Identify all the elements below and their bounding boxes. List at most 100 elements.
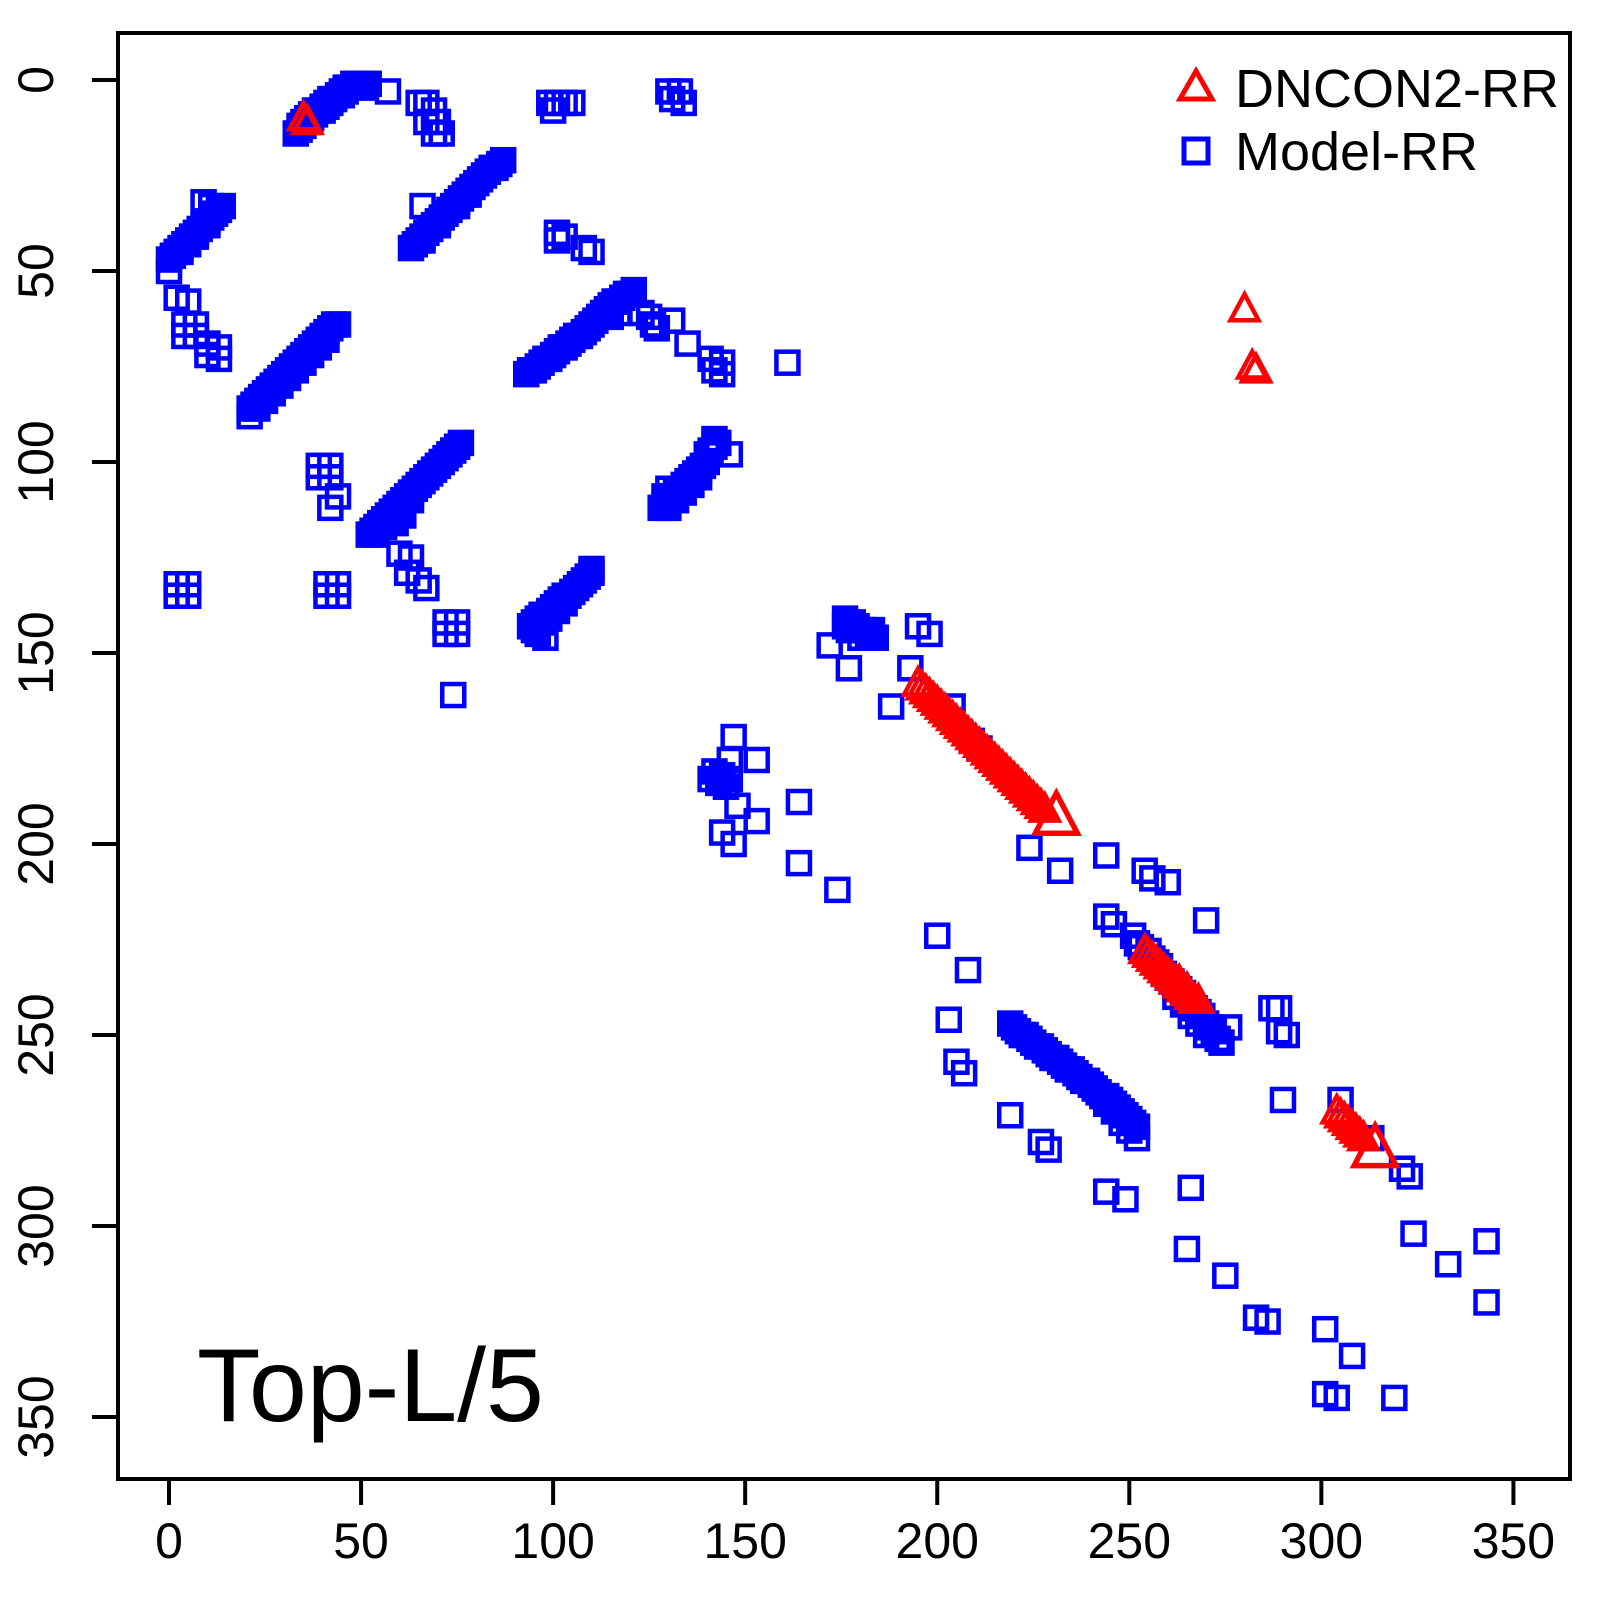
model-rr-point-square [355,70,382,98]
y-tick-label: 250 [8,993,64,1076]
x-tick-label: 300 [1280,1513,1363,1569]
y-tick-label: 0 [8,66,64,94]
model-rr-point-square [486,150,513,178]
model-rr-point-square [670,89,697,117]
legend-triangle-icon [1175,65,1217,102]
y-tick-label: 200 [8,802,64,885]
model-rr-point-square [1473,1228,1500,1255]
model-rr-point-square [643,315,671,342]
model-rr-point-square [1265,1017,1293,1045]
model-rr-point-square [862,624,890,651]
dncon2-rr-point-triangle [289,102,326,136]
model-rr-point-square [1212,1262,1239,1289]
dncon2-rr-point-triangle [1226,289,1263,323]
model-rr-point-square [1254,1308,1281,1335]
model-rr-point-square [597,303,624,331]
model-rr-point-square [950,1059,978,1087]
model-rr-point-square [1093,842,1120,869]
model-rr-point-square [1215,1014,1243,1041]
model-rr-point-square [405,567,432,594]
model-rr-point-square [877,693,905,720]
model-rr-point-square [724,792,751,820]
model-rr-point-square [1046,857,1074,885]
model-rr-point-square [1119,1109,1147,1137]
model-rr-point-square [413,574,440,602]
model-rr-point-square [155,257,183,285]
y-tick-label: 350 [8,1375,64,1458]
model-rr-point-square [708,360,736,388]
model-rr-point-square [324,582,352,609]
model-rr-point-square [639,311,667,338]
dncon2-rr-point-triangle [1180,980,1217,1014]
model-rr-point-square [1323,1384,1350,1412]
model-rr-point-square [916,620,943,648]
x-tick-label: 0 [155,1513,183,1569]
model-rr-point-square [1123,1124,1151,1152]
model-rr-point-square [1139,865,1166,892]
model-rr-point-square [443,433,471,460]
x-tick-label: 350 [1472,1513,1555,1569]
model-rr-point-square [374,78,402,105]
model-rr-point-square [1093,1178,1120,1205]
model-rr-point-square [198,192,225,220]
model-rr-point-square [1173,1235,1201,1263]
model-rr-point-square [1027,1128,1055,1156]
legend-label-dncon2: DNCON2-RR [1235,59,1559,119]
model-rr-point-square [1338,1342,1366,1370]
model-rr-point-square [1208,1029,1235,1056]
y-tick-label: 100 [8,420,64,503]
dncon2-rr-point-triangle-large [1030,787,1082,837]
model-rr-point-square [1311,1315,1339,1343]
x-tick-label: 150 [703,1513,786,1569]
legend-square-icon [1181,136,1211,166]
legend: DNCON2-RR Model-RR [1175,59,1559,182]
model-rr-point-square [317,464,344,491]
model-rr-point-square [409,192,436,220]
model-rr-point-square [539,97,567,124]
model-rr-point-square [658,307,686,334]
model-rr-point-square [996,1101,1024,1129]
x-tick-label: 250 [1088,1513,1171,1569]
model-rr-point-square [447,429,475,457]
model-rr-point-square [443,620,471,648]
y-tick-label: 150 [8,611,64,694]
y-tick-label: 50 [8,243,64,299]
model-rr-point-square [1116,1117,1143,1144]
model-rr-point-square [570,234,598,262]
dncon2-rr-points-group [285,98,1401,1169]
model-rr-point-square [1381,1384,1408,1412]
model-rr-point-square [578,555,605,583]
model-rr-point-square [317,315,344,342]
model-rr-point-square [774,349,801,376]
model-rr-point-square [674,330,701,357]
model-rr-point-square [578,238,605,266]
plot-border [116,31,1572,1481]
model-rr-point-square [543,227,571,254]
model-rr-point-square [1473,1289,1500,1316]
model-rr-point-square [1035,1136,1062,1163]
model-rr-point-square [1396,1163,1423,1190]
model-rr-point-square [701,425,728,453]
model-rr-point-square [716,441,744,468]
model-rr-point-square [205,345,233,373]
model-rr-point-square [816,632,843,659]
model-rr-point-square [317,494,344,522]
model-rr-point-square [824,876,851,904]
y-axis: 0 50 100 150 200 250 300 350 [8,66,118,1459]
model-rr-point-square [720,830,747,858]
model-rr-point-square [190,188,217,216]
model-rr-point-square [835,655,863,682]
model-rr-point-square [574,563,601,590]
x-tick-label: 200 [896,1513,979,1569]
model-rr-point-square [1434,1250,1462,1278]
model-rr-point-square [1273,1021,1301,1049]
model-rr-point-square [785,849,813,877]
model-rr-point-square [1016,834,1043,862]
y-tick-label: 300 [8,1184,64,1267]
x-axis: 0 50 100 150 200 250 300 350 [155,1479,1555,1569]
model-rr-point-square [439,437,467,464]
model-rr-point-square [1400,1220,1427,1247]
model-rr-point-square [716,765,744,793]
model-rr-point-square [785,788,813,816]
model-rr-point-square [1177,1174,1205,1202]
